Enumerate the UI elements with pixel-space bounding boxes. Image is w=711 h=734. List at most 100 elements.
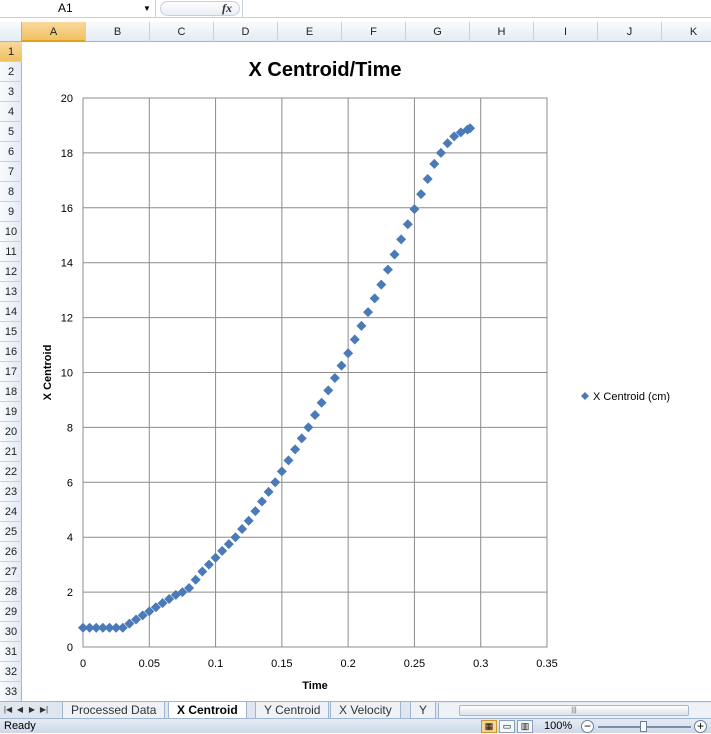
data-point [316, 397, 327, 408]
row-header-11[interactable]: 11 [0, 242, 22, 262]
column-header-a[interactable]: A [22, 22, 86, 42]
column-header-j[interactable]: J [598, 22, 662, 42]
row-header-2[interactable]: 2 [0, 62, 22, 82]
column-header-c[interactable]: C [150, 22, 214, 42]
normal-view-icon[interactable]: ▦ [481, 720, 497, 733]
chart[interactable]: 0 2 4 6 8 10 12 14 16 18 20 0 0.05 0.1 0.15 0.2 0.25 0.3 0… [22, 42, 711, 701]
row-header-1[interactable]: 1 [0, 42, 22, 62]
row-header-5[interactable]: 5 [0, 122, 22, 142]
formula-bar: A1 ▼ fx [0, 0, 711, 18]
data-point [157, 598, 168, 609]
row-header-20[interactable]: 20 [0, 422, 22, 442]
row-header-3[interactable]: 3 [0, 82, 22, 102]
row-header-26[interactable]: 26 [0, 542, 22, 562]
next-sheet-icon[interactable]: ▶ [28, 705, 36, 714]
sheet-tab-1[interactable]: X Centroid [168, 702, 247, 719]
data-point [329, 372, 340, 383]
horizontal-scrollbar[interactable]: ||| [438, 703, 711, 718]
row-header-22[interactable]: 22 [0, 462, 22, 482]
row-header-32[interactable]: 32 [0, 662, 22, 682]
row-header-24[interactable]: 24 [0, 502, 22, 522]
row-header-31[interactable]: 31 [0, 642, 22, 662]
row-header-18[interactable]: 18 [0, 382, 22, 402]
data-point [349, 334, 360, 345]
row-header-23[interactable]: 23 [0, 482, 22, 502]
scroll-thumb[interactable]: ||| [459, 705, 689, 716]
column-header-h[interactable]: H [470, 22, 534, 42]
column-header-g[interactable]: G [406, 22, 470, 42]
column-header-d[interactable]: D [214, 22, 278, 42]
y-tick-label: 12 [61, 313, 73, 325]
worksheet-grid[interactable]: 0 2 4 6 8 10 12 14 16 18 20 0 0.05 0.1 0.15 0.2 0.25 0.3 0… [22, 42, 711, 701]
sheet-tab-4[interactable]: Y [410, 702, 437, 719]
column-header-b[interactable]: B [86, 22, 150, 42]
data-point [91, 622, 102, 633]
sheet-tab-3[interactable]: X Velocity [330, 702, 401, 719]
data-point [396, 234, 407, 245]
y-tick-label: 6 [67, 477, 73, 489]
row-header-9[interactable]: 9 [0, 202, 22, 222]
formula-input[interactable] [242, 0, 711, 17]
data-point [177, 587, 188, 598]
page-break-icon[interactable]: ▥ [517, 720, 533, 733]
row-header-19[interactable]: 19 [0, 402, 22, 422]
data-point [422, 173, 433, 184]
row-header-25[interactable]: 25 [0, 522, 22, 542]
x-tick-label: 0.1 [208, 658, 223, 670]
sheet-tab-2[interactable]: Y Centroid [255, 702, 330, 719]
select-all-corner[interactable] [0, 22, 22, 42]
column-header-k[interactable]: K [662, 22, 711, 42]
x-tick-label: 0.25 [404, 658, 425, 670]
row-header-6[interactable]: 6 [0, 142, 22, 162]
zoom-level[interactable]: 100% [544, 720, 573, 732]
data-point [210, 552, 221, 563]
row-header-30[interactable]: 30 [0, 622, 22, 642]
row-header-21[interactable]: 21 [0, 442, 22, 462]
zoom-in-icon[interactable]: + [694, 720, 707, 733]
data-point [78, 622, 88, 633]
row-header-33[interactable]: 33 [0, 682, 22, 702]
first-sheet-icon[interactable]: |◀ [3, 705, 13, 714]
legend-marker [581, 392, 589, 400]
insert-function-icon[interactable]: fx [222, 1, 232, 15]
data-point [336, 360, 347, 371]
name-box[interactable]: A1 [0, 0, 156, 17]
data-point [303, 422, 314, 433]
row-headers: 1 2 3 4 5 6 7 8 9 10 11 12 13 14 15 16 17 18 19 20 21 22 23 24 2… [0, 42, 22, 702]
row-header-28[interactable]: 28 [0, 582, 22, 602]
data-point [310, 410, 320, 421]
page-layout-icon[interactable]: ▭ [499, 720, 515, 733]
data-point [184, 582, 195, 593]
last-sheet-icon[interactable]: ▶| [39, 705, 49, 714]
data-point [409, 204, 420, 215]
y-tick-label: 10 [61, 368, 73, 380]
column-header-e[interactable]: E [278, 22, 342, 42]
row-header-4[interactable]: 4 [0, 102, 22, 122]
row-header-29[interactable]: 29 [0, 602, 22, 622]
data-point [137, 610, 148, 621]
sheet-tab-0[interactable]: Processed Data [62, 702, 166, 719]
row-header-8[interactable]: 8 [0, 182, 22, 202]
prev-sheet-icon[interactable]: ◀ [16, 705, 24, 714]
data-point [84, 622, 95, 633]
x-tick-label: 0.05 [139, 658, 160, 670]
row-header-17[interactable]: 17 [0, 362, 22, 382]
column-header-i[interactable]: I [534, 22, 598, 42]
row-header-12[interactable]: 12 [0, 262, 22, 282]
row-header-15[interactable]: 15 [0, 322, 22, 342]
column-header-f[interactable]: F [342, 22, 406, 42]
data-point [256, 496, 267, 507]
zoom-slider-thumb[interactable] [640, 721, 647, 732]
chevron-down-icon[interactable]: ▼ [143, 4, 151, 13]
row-header-14[interactable]: 14 [0, 302, 22, 322]
data-point [270, 477, 281, 488]
row-header-13[interactable]: 13 [0, 282, 22, 302]
row-header-7[interactable]: 7 [0, 162, 22, 182]
data-point [416, 189, 427, 200]
row-header-16[interactable]: 16 [0, 342, 22, 362]
row-header-10[interactable]: 10 [0, 222, 22, 242]
zoom-out-icon[interactable]: − [581, 720, 594, 733]
data-point [382, 264, 393, 275]
row-header-27[interactable]: 27 [0, 562, 22, 582]
data-point [190, 574, 201, 585]
